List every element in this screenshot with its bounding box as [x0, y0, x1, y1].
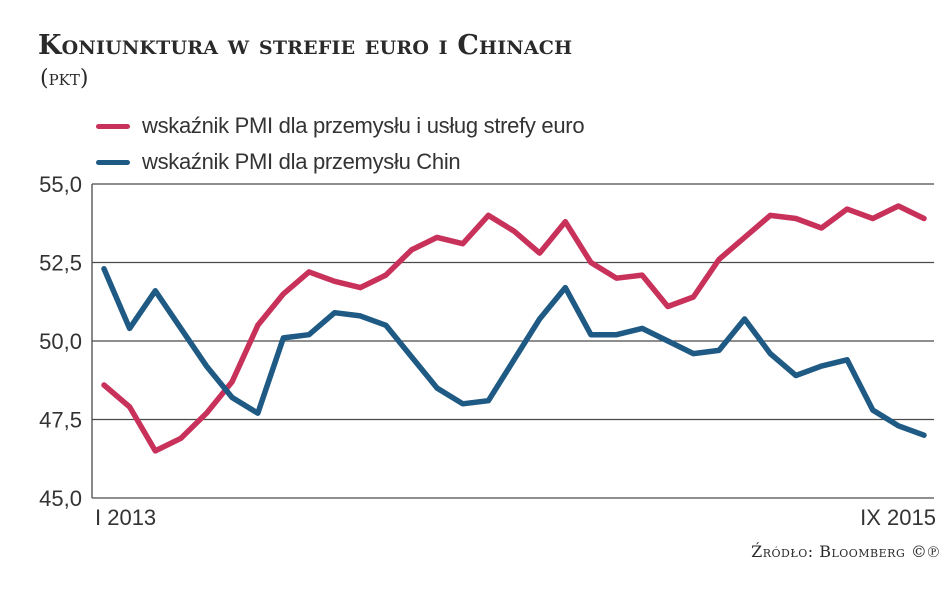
series-line-euro	[101, 203, 927, 454]
x-start-label: I 2013	[95, 505, 156, 530]
legend-swatch-china	[96, 159, 130, 165]
legend-item-china: wskaźnik PMI dla przemysłu Chin	[96, 144, 584, 180]
y-tick-label: 45,0	[39, 486, 82, 511]
y-tick-label: 47,5	[39, 408, 82, 433]
legend-swatch-euro	[96, 123, 130, 129]
unit-label: (pkt)	[40, 66, 89, 91]
y-tick-label: 52,5	[39, 251, 82, 276]
x-end-label: IX 2015	[860, 505, 936, 530]
y-tick-label: 50,0	[39, 329, 82, 354]
legend-label-china: wskaźnik PMI dla przemysłu Chin	[142, 149, 461, 174]
chart-title: Koniunktura w strefie euro i Chinach	[38, 30, 573, 61]
legend: wskaźnik PMI dla przemysłu i usług stref…	[96, 108, 585, 180]
series-line-china	[101, 266, 927, 438]
legend-label-euro: wskaźnik PMI dla przemysłu i usług stref…	[142, 113, 585, 138]
legend-item-euro: wskaźnik PMI dla przemysłu i usług stref…	[96, 108, 585, 144]
source-note: Źródło: Bloomberg ©℗	[751, 542, 940, 561]
y-tick-label: 55,0	[39, 172, 82, 197]
